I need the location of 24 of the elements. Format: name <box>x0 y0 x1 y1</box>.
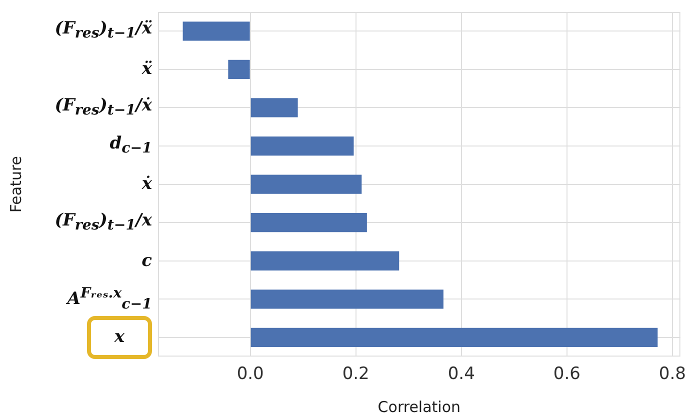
y-axis-title: Feature <box>6 156 25 213</box>
bar <box>228 60 250 80</box>
bar <box>250 136 354 156</box>
x-tick-label: 0.4 <box>448 364 475 384</box>
x-tick-label: 0.6 <box>553 364 580 384</box>
y-tick-label: d$_{c−1}$ <box>110 133 152 159</box>
bar <box>182 22 250 41</box>
x-tick-label: 0.8 <box>658 364 686 384</box>
y-tick-label: (F$_{res}$)$_{t−1}$/x <box>54 210 152 236</box>
x-tick-label: 0.0 <box>236 364 264 384</box>
x-tick-label: 0.2 <box>342 364 370 384</box>
y-tick-label: ẍ <box>142 59 152 80</box>
bar <box>250 98 298 118</box>
y-tick-label: x <box>114 327 125 348</box>
bar <box>250 251 400 270</box>
y-tick-label: (F$_{res}$)$_{t−1}$/ẋ <box>54 95 152 120</box>
x-axis-title: Correlation <box>378 398 461 416</box>
y-tick-label: (F$_{res}$)$_{t−1}$/ẍ <box>54 18 152 44</box>
bar <box>250 328 658 348</box>
bar <box>250 174 362 194</box>
y-tick-label: ẋ <box>142 174 152 194</box>
bar <box>250 213 367 232</box>
bar <box>250 290 444 309</box>
y-tick-label: c <box>142 250 152 271</box>
